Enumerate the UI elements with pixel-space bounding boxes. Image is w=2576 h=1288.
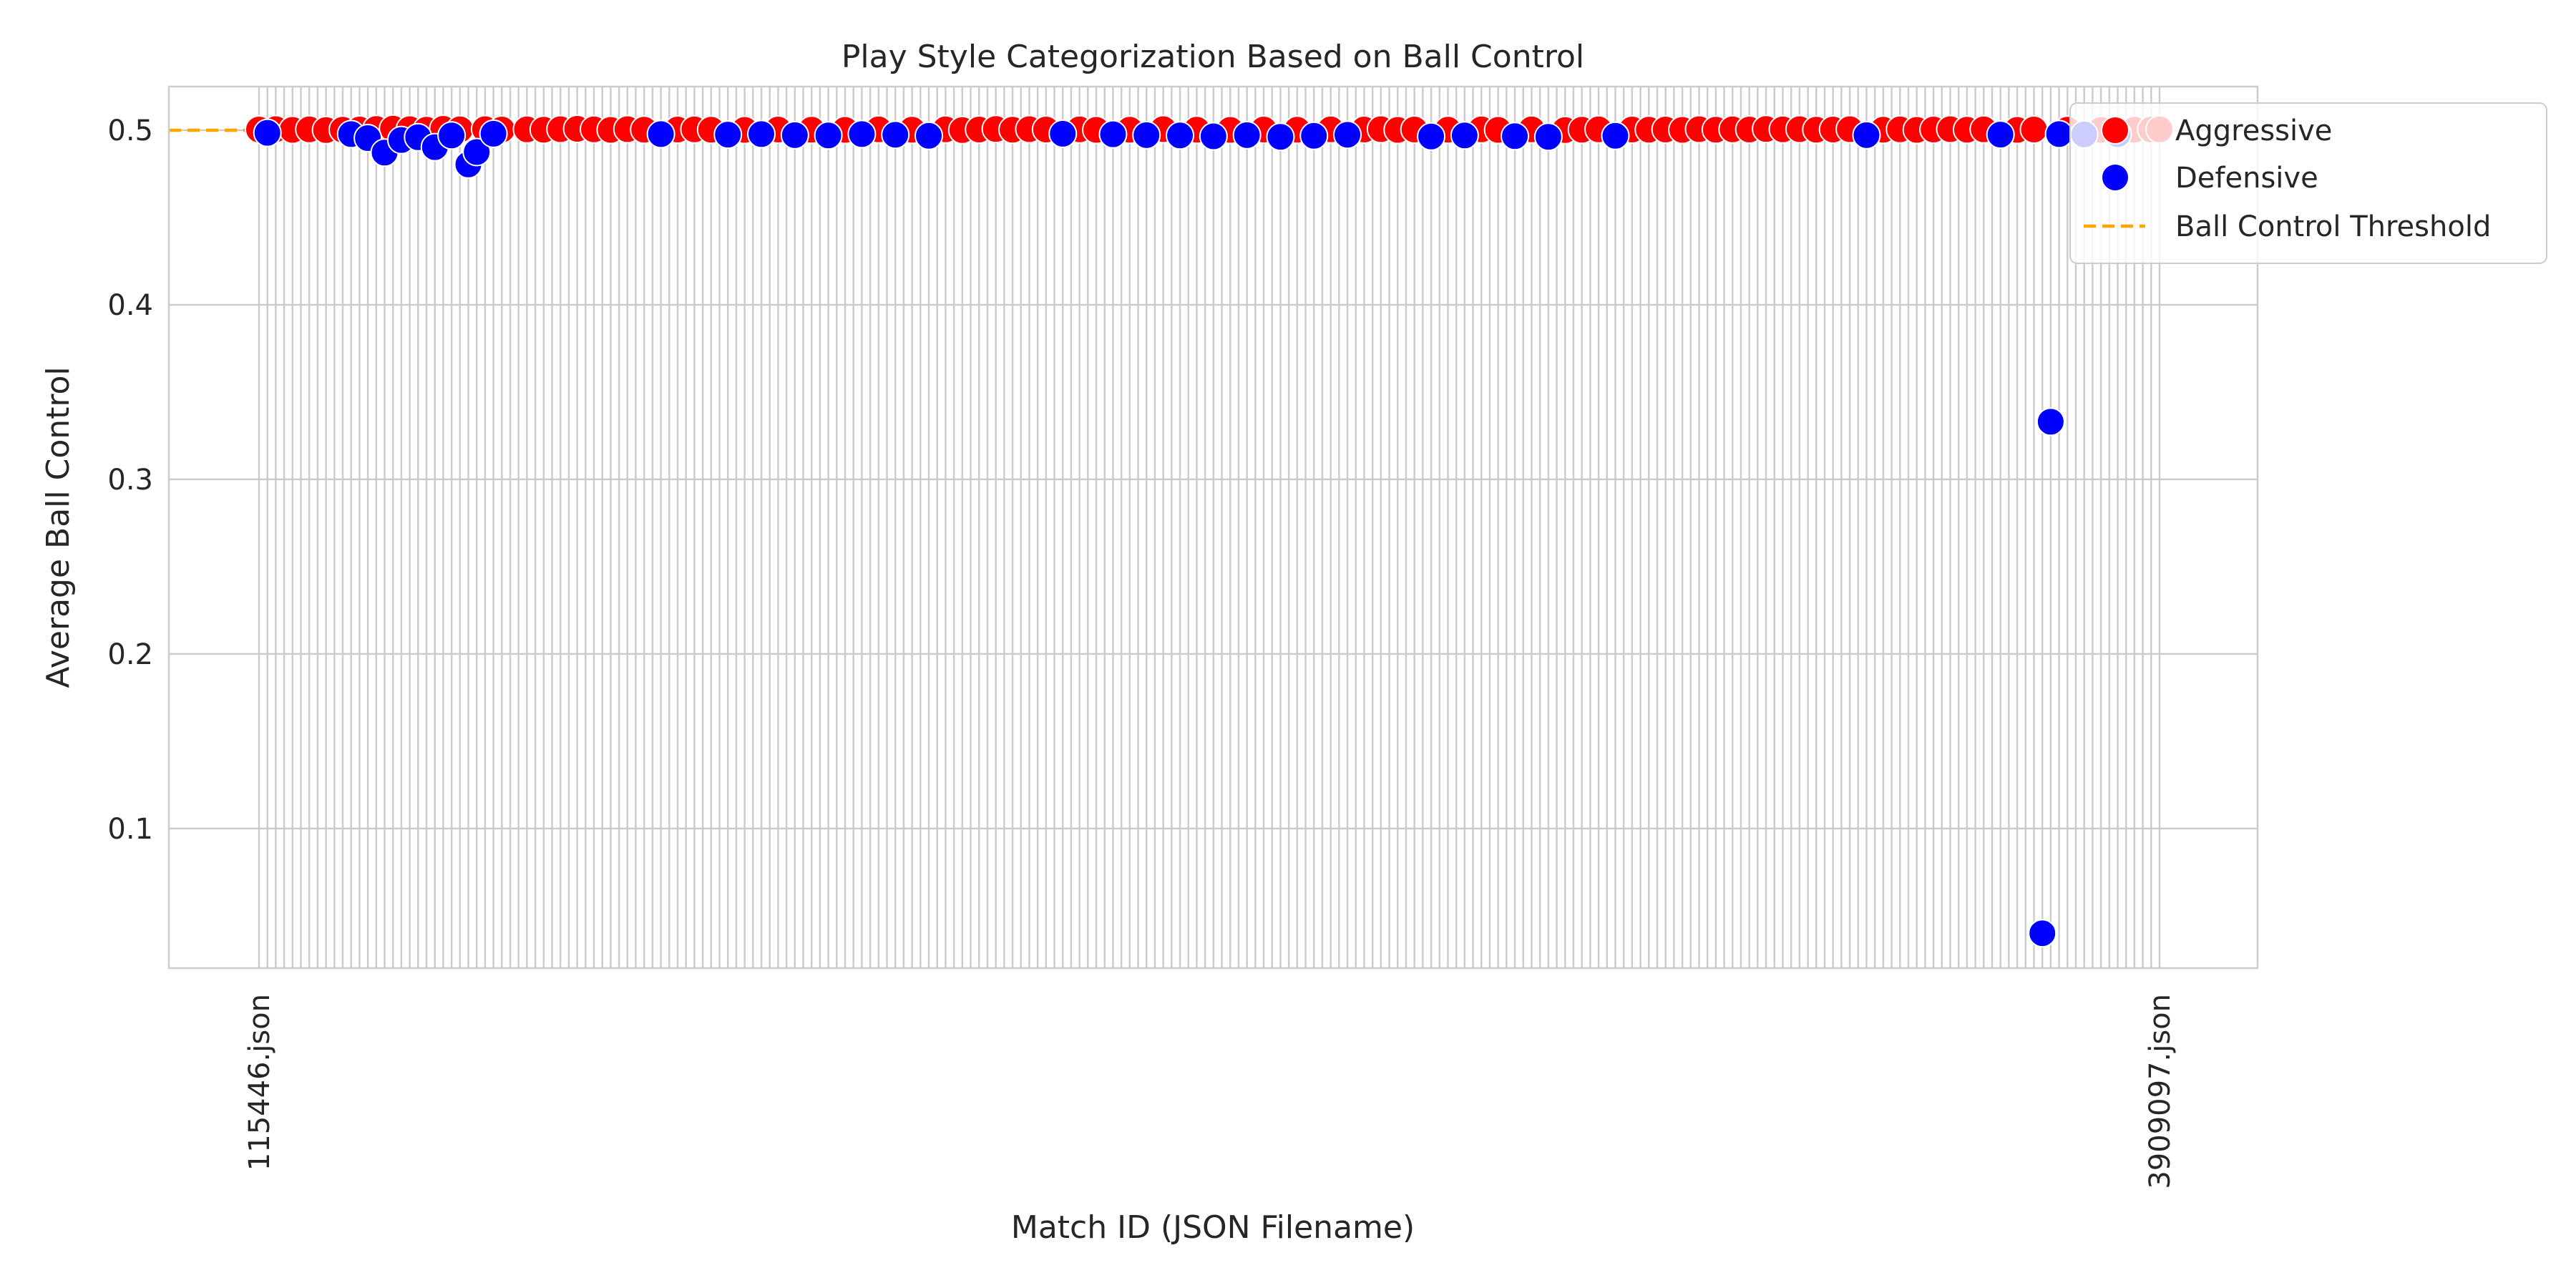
y-tick-label: 0.3 — [107, 464, 153, 497]
point-defensive — [914, 121, 944, 150]
point-defensive — [1533, 122, 1563, 152]
legend-marker-aggressive — [2101, 116, 2129, 145]
x-tick-labels: 115446.json 3909097.json — [243, 994, 2177, 1189]
point-defensive — [1450, 121, 1479, 150]
point-defensive — [1132, 120, 1161, 150]
point-defensive — [1333, 120, 1362, 150]
point-defensive — [747, 119, 776, 149]
plot-frame — [167, 85, 2259, 970]
point-defensive — [1501, 122, 1530, 151]
x-axis-label: Match ID (JSON Filename) — [1011, 1209, 1415, 1246]
point-defensive — [1166, 121, 1195, 150]
point-defensive — [1199, 122, 1228, 151]
point-defensive — [1601, 121, 1630, 150]
point-defensive — [479, 119, 508, 148]
point-defensive — [253, 118, 282, 147]
point-defensive — [437, 121, 467, 150]
point-defensive — [814, 121, 843, 150]
x-tick-label: 3909097.json — [2144, 994, 2177, 1189]
legend-marker-defensive — [2101, 163, 2129, 192]
y-tick-label: 0.4 — [107, 289, 153, 322]
point-defensive — [1048, 119, 1078, 148]
chart-title: Play Style Categorization Based on Ball … — [841, 39, 1584, 75]
point-aggressive — [2019, 115, 2049, 145]
point-defensive — [2036, 407, 2065, 436]
point-defensive — [462, 137, 492, 167]
point-defensive — [780, 120, 809, 150]
point-defensive — [847, 119, 877, 149]
point-defensive — [646, 119, 675, 149]
legend: Aggressive Defensive Ball Control Thresh… — [2069, 102, 2547, 264]
point-defensive — [1299, 121, 1329, 150]
y-axis-label: Average Ball Control — [40, 366, 77, 688]
point-defensive — [1266, 122, 1295, 152]
y-tick-label: 0.2 — [107, 638, 153, 671]
legend-label-aggressive: Aggressive — [2175, 114, 2332, 147]
point-defensive — [1232, 120, 1262, 150]
legend-label-threshold: Ball Control Threshold — [2175, 210, 2491, 243]
point-defensive — [713, 120, 743, 150]
point-defensive — [1852, 120, 1881, 150]
x-tick-label: 115446.json — [243, 994, 276, 1171]
point-defensive — [881, 120, 910, 150]
point-defensive — [1417, 122, 1446, 151]
legend-label-defensive: Defensive — [2175, 162, 2318, 195]
y-tick-labels: 0.1 0.2 0.3 0.4 0.5 — [107, 114, 153, 846]
y-tick-label: 0.1 — [107, 813, 153, 846]
point-defensive — [2044, 119, 2074, 149]
point-defensive — [2028, 919, 2057, 948]
legend-box — [2069, 102, 2547, 264]
point-defensive — [1986, 120, 2015, 150]
x-gridlines — [258, 87, 2161, 968]
y-tick-label: 0.5 — [107, 114, 153, 147]
point-defensive — [1098, 119, 1128, 149]
